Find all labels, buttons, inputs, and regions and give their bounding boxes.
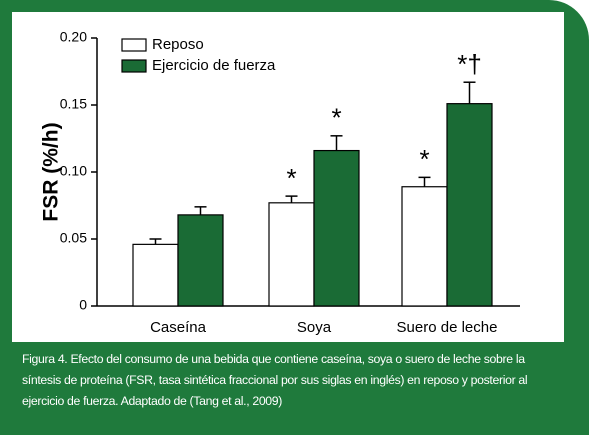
significance-marker: * <box>331 103 341 133</box>
significance-marker: *† <box>457 49 482 79</box>
x-tick-label: Caseína <box>150 319 207 336</box>
legend-label: Reposo <box>152 36 204 53</box>
y-tick-label: 0 <box>79 297 87 313</box>
x-tick-label: Soya <box>297 319 332 336</box>
y-axis-label: FSR (%/h) <box>40 122 63 221</box>
bar <box>268 202 315 307</box>
bar <box>177 214 224 307</box>
legend-swatch <box>121 59 147 73</box>
y-tick-label: 0.10 <box>60 163 87 179</box>
x-tick-label: Suero de leche <box>397 319 498 336</box>
bar <box>401 186 448 307</box>
bar <box>313 149 360 307</box>
chart: FSR (%/h) 0 0.05 0.10 0.15 0.20 Caseína Soya * *… <box>40 29 520 336</box>
significance-marker: * <box>419 144 429 174</box>
legend-swatch <box>121 38 147 52</box>
legend-label: Ejercicio de fuerza <box>152 57 276 74</box>
caption: Figura 4. Efecto del consumo de una bebi… <box>22 352 528 408</box>
y-tick-label: 0.15 <box>60 96 87 112</box>
significance-marker: * <box>286 163 296 193</box>
bar <box>446 103 493 307</box>
y-tick-label: 0.20 <box>60 29 87 45</box>
y-tick-label: 0.05 <box>60 230 87 246</box>
bar <box>132 243 179 307</box>
